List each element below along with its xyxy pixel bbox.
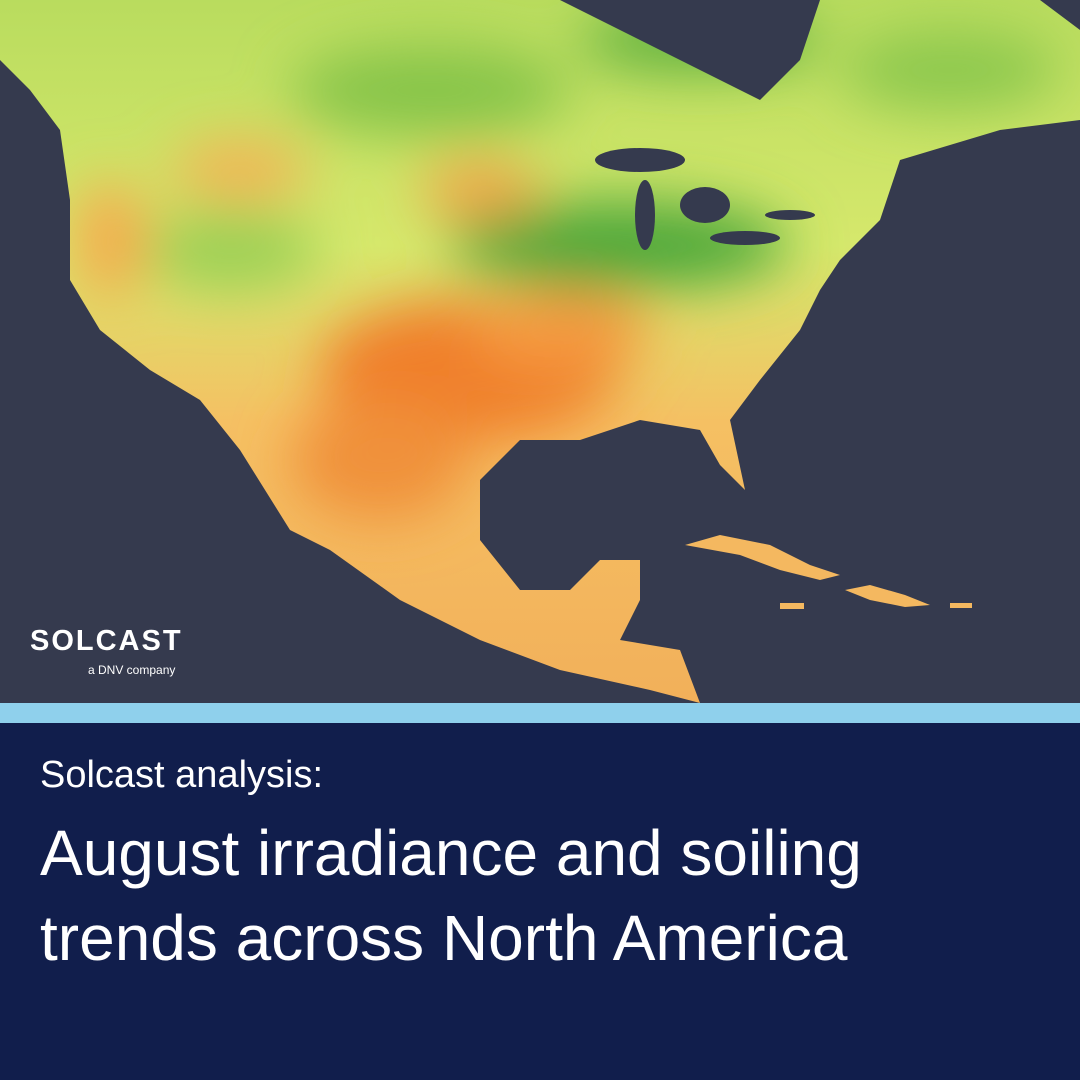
accent-stripe [0, 703, 1080, 723]
caption-panel: Solcast analysis: August irradiance and … [0, 723, 1080, 1080]
caribbean-islands [685, 535, 972, 609]
irradiance-patches [70, 10, 1060, 520]
irradiance-map: SOLCAST a DNV company [0, 0, 1080, 703]
brand-tagline: a DNV company [88, 663, 175, 677]
kicker: Solcast analysis: [40, 754, 324, 796]
water [0, 0, 1080, 703]
brand-name: SOLCAST [30, 625, 183, 657]
headline: August irradiance and soiling trends acr… [40, 817, 862, 974]
